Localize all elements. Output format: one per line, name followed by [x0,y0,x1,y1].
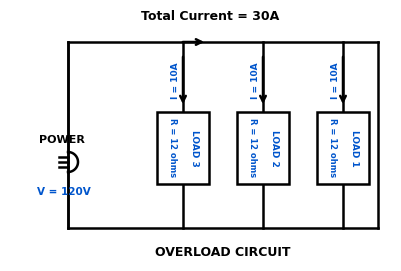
Text: I = 10A: I = 10A [332,62,340,99]
Bar [237,112,289,184]
Text: V = 120V: V = 120V [37,187,91,197]
Text: LOAD 1: LOAD 1 [350,130,358,166]
Bar [157,112,209,184]
Text: LOAD 2: LOAD 2 [269,130,279,166]
Text: LOAD 3: LOAD 3 [190,130,198,166]
Text: OVERLOAD CIRCUIT: OVERLOAD CIRCUIT [155,246,291,259]
Text: R = 12 ohms: R = 12 ohms [168,118,178,178]
Text: I = 10A: I = 10A [172,62,180,99]
Text: R = 12 ohms: R = 12 ohms [249,118,257,178]
Text: R = 12 ohms: R = 12 ohms [328,118,338,178]
Text: Total Current = 30A: Total Current = 30A [141,9,279,22]
Text: I = 10A: I = 10A [251,62,261,99]
Text: POWER: POWER [39,135,85,145]
Bar [317,112,369,184]
